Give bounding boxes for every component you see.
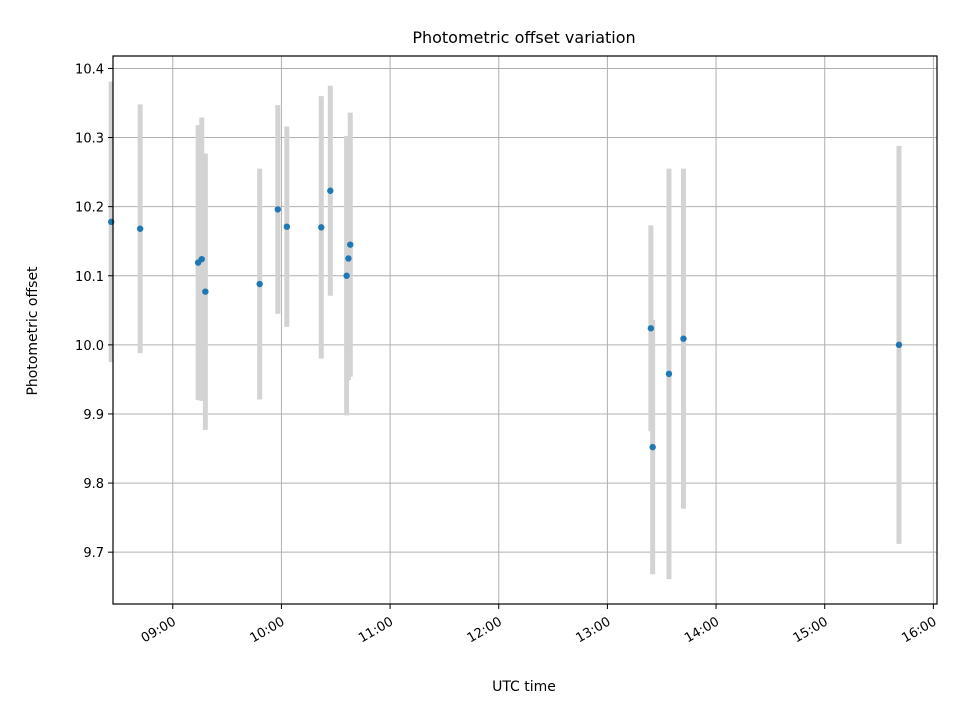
point-layer [107,187,903,451]
data-point [136,225,144,232]
y-tick-label: 10.4 [75,62,104,77]
data-point [895,341,903,349]
x-tick-label: 12:00 [465,614,505,646]
x-tick-label: 14:00 [682,614,722,646]
data-point [283,223,291,230]
y-tick-label: 10.3 [75,132,104,147]
x-tick-label: 15:00 [791,614,831,646]
y-tick-label: 9.8 [83,477,104,492]
data-point [256,280,263,288]
data-point [345,255,352,262]
data-point [680,335,687,342]
x-tick-label: 16:00 [899,614,939,646]
x-tick-label: 11:00 [356,614,396,646]
y-tick-label: 9.7 [83,546,104,561]
data-point [343,272,350,279]
x-tick-label: 10:00 [247,614,287,646]
x-tick-label: 13:00 [573,614,613,646]
errorbar-layer [108,81,902,580]
y-tick-label: 10.1 [75,270,104,285]
grid-layer [113,56,937,604]
data-point [274,206,281,213]
data-point [327,187,334,194]
data-point [647,325,655,332]
data-point [318,224,325,231]
data-point [649,443,656,451]
y-tick-label: 10.2 [75,201,104,216]
y-tick-label: 9.9 [83,408,104,423]
data-point [202,288,209,295]
y-tick-label: 10.0 [75,339,104,354]
chart-title: Photometric offset variation [412,28,635,47]
data-point [198,255,205,263]
data-point [347,241,354,248]
data-point [665,370,673,378]
plot-border [112,55,938,605]
x-axis-label: UTC time [492,679,556,695]
axes-frame [112,55,938,605]
x-tick-label: 09:00 [139,614,179,646]
y-axis-label: Photometric offset [25,266,41,396]
